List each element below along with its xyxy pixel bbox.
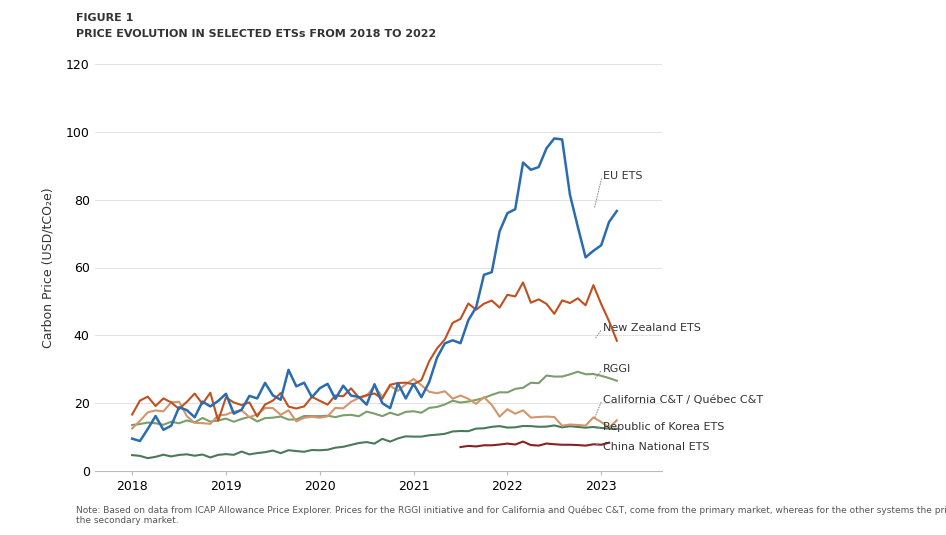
Y-axis label: Carbon Price (USD/tCO₂e): Carbon Price (USD/tCO₂e) bbox=[42, 187, 55, 348]
Text: RGGI: RGGI bbox=[604, 364, 631, 374]
Text: China National ETS: China National ETS bbox=[604, 442, 710, 452]
Text: California C&T / Québec C&T: California C&T / Québec C&T bbox=[604, 395, 763, 404]
Text: Note: Based on data from ICAP Allowance Price Explorer. Prices for the RGGI init: Note: Based on data from ICAP Allowance … bbox=[76, 506, 946, 525]
Text: FIGURE 1: FIGURE 1 bbox=[76, 13, 133, 24]
Text: PRICE EVOLUTION IN SELECTED ETSs FROM 2018 TO 2022: PRICE EVOLUTION IN SELECTED ETSs FROM 20… bbox=[76, 29, 436, 40]
Text: EU ETS: EU ETS bbox=[604, 171, 642, 181]
Text: New Zealand ETS: New Zealand ETS bbox=[604, 324, 701, 333]
Text: Republic of Korea ETS: Republic of Korea ETS bbox=[604, 422, 725, 432]
